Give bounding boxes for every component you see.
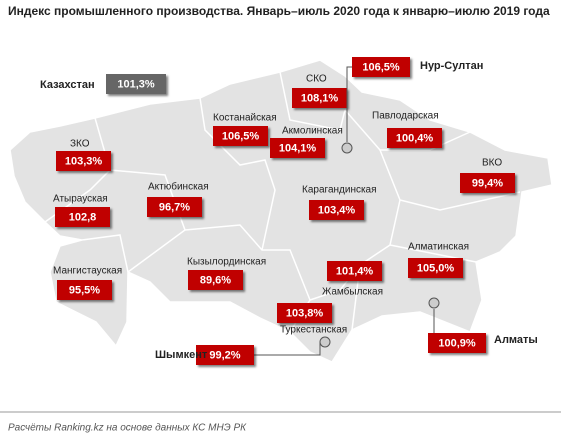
footer: Расчёты Ranking.kz на основе данных КС М… (8, 423, 247, 434)
value-label: 103,4% (318, 204, 356, 216)
value-box (327, 261, 382, 281)
value-label: 101,4% (336, 265, 374, 277)
value-box (408, 258, 463, 278)
value-label: 103,3% (65, 155, 103, 167)
city-dot (341, 142, 353, 154)
value-box (270, 138, 325, 158)
value-label: 106,5% (222, 130, 260, 142)
region-name: Кызылординская (187, 257, 266, 268)
value-box (292, 88, 347, 108)
value-box (55, 207, 110, 227)
region-name: Костанайская (213, 113, 277, 124)
region-name: Мангистауская (53, 266, 122, 277)
region-name: Туркестанская (280, 325, 347, 336)
value-label: 99,2% (209, 349, 240, 361)
value-label: 100,4% (396, 132, 434, 144)
value-box (387, 128, 442, 148)
value-label: 105,0% (417, 262, 455, 274)
value-box (277, 303, 332, 323)
value-box (196, 345, 254, 365)
value-box (57, 280, 112, 300)
value-label: 102,8 (69, 211, 97, 223)
value-label: 100,9% (438, 337, 476, 349)
value-label: 96,7% (159, 201, 190, 213)
city-dot (428, 297, 440, 309)
region-name: СКО (306, 74, 327, 85)
value-label: 103,8% (286, 307, 324, 319)
value-box (213, 126, 268, 146)
city-name: Шымкент (155, 349, 208, 361)
leader-line (251, 342, 321, 356)
region-name: Актюбинская (148, 181, 209, 193)
value-box (188, 270, 243, 290)
region-name: Алматинская (408, 242, 469, 253)
value-box (428, 333, 486, 353)
value-label: 106,5% (362, 61, 400, 73)
value-box (352, 57, 410, 77)
region-name: ВКО (482, 158, 502, 169)
value-label: 101,3% (117, 78, 155, 90)
value-box (106, 74, 166, 94)
city-name: Нур-Султан (420, 60, 483, 72)
value-box (309, 200, 364, 220)
region-name: Карагандинская (302, 185, 377, 196)
region-name: ЗКО (70, 139, 90, 150)
value-box (460, 173, 515, 193)
leader-line (346, 66, 352, 142)
value-label: 104,1% (279, 142, 317, 154)
value-label: 108,1% (301, 92, 339, 104)
region-name: Акмолинская (282, 126, 343, 137)
value-label: 95,5% (69, 284, 100, 296)
value-box (147, 197, 202, 217)
city-dot (319, 336, 331, 348)
value-box (56, 151, 111, 171)
value-label: 99,4% (472, 177, 503, 189)
national-name: Казахстан (40, 79, 95, 91)
title: Индекс промышленного производства. Январ… (8, 4, 550, 18)
region-name: Павлодарская (372, 111, 439, 122)
region-name: Атырауская (53, 194, 108, 205)
region-name: Жамбылская (322, 286, 383, 298)
city-name: Алматы (494, 334, 538, 346)
value-label: 89,6% (200, 274, 231, 286)
